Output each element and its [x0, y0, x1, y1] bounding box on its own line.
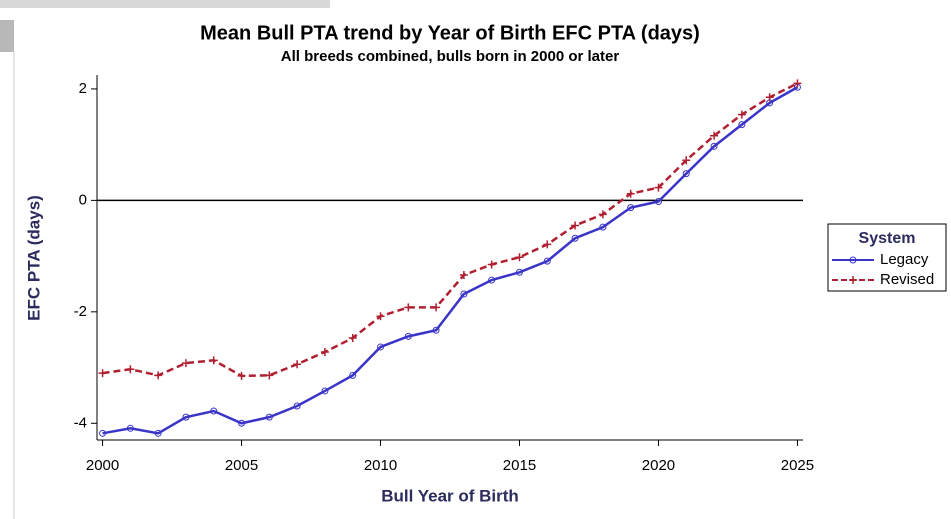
marker [598, 210, 607, 219]
marker [654, 183, 663, 192]
marker [126, 365, 135, 374]
marker [765, 93, 774, 102]
legend-label: Legacy [880, 251, 929, 268]
marker [320, 347, 329, 356]
marker [154, 371, 163, 380]
x-tick-label: 2020 [642, 457, 675, 474]
x-tick-label: 2000 [86, 457, 119, 474]
marker [404, 332, 412, 340]
marker [98, 369, 107, 378]
marker [599, 223, 607, 231]
marker [376, 312, 385, 321]
marker [793, 79, 802, 88]
marker [293, 360, 302, 369]
y-axis-label: EFC PTA (days) [24, 195, 43, 321]
window-edge [0, 0, 330, 8]
marker [543, 240, 552, 249]
marker [459, 271, 468, 280]
x-tick-label: 2025 [781, 457, 814, 474]
x-axis-label: Bull Year of Birth [381, 486, 519, 505]
legend-marker [849, 276, 857, 284]
marker [210, 407, 218, 415]
x-tick-label: 2010 [364, 457, 397, 474]
marker [99, 429, 107, 437]
marker [488, 276, 496, 284]
marker [710, 131, 719, 140]
marker [321, 387, 329, 395]
marker [737, 110, 746, 119]
x-tick-label: 2015 [503, 457, 536, 474]
marker [349, 371, 357, 379]
chart-title: Mean Bull PTA trend by Year of Birth EFC… [200, 22, 700, 44]
legend-box [827, 223, 947, 292]
y-tick-label: -2 [74, 303, 87, 320]
marker [265, 413, 273, 421]
marker [209, 356, 218, 365]
marker [738, 121, 746, 129]
marker [627, 204, 635, 212]
marker [293, 402, 301, 410]
marker [543, 257, 551, 265]
marker [682, 156, 691, 165]
marker [154, 429, 162, 437]
marker [432, 326, 440, 334]
marker [238, 419, 246, 427]
marker [515, 253, 524, 262]
marker [348, 334, 357, 343]
marker [237, 371, 246, 380]
chart-subtitle: All breeds combined, bulls born in 2000 … [281, 48, 620, 65]
x-tick-label: 2005 [225, 457, 258, 474]
series-line [102, 82, 799, 378]
marker [181, 359, 190, 368]
marker [432, 303, 441, 312]
marker [182, 413, 190, 421]
marker [265, 371, 274, 380]
marker [654, 197, 662, 205]
marker [710, 142, 718, 150]
marker [682, 170, 690, 178]
marker [626, 189, 635, 198]
y-tick-label: -4 [74, 414, 87, 431]
y-tick-label: 0 [79, 191, 87, 208]
marker [515, 268, 523, 276]
legend-title: System [859, 230, 916, 247]
marker [126, 424, 134, 432]
marker [377, 343, 385, 351]
legend-label: Revised [880, 271, 934, 288]
legend-marker [849, 256, 857, 264]
marker [487, 260, 496, 269]
y-tick-label: 2 [79, 80, 87, 97]
window-edge [0, 20, 14, 52]
marker [571, 234, 579, 242]
series-line [102, 86, 799, 435]
marker [404, 303, 413, 312]
marker [571, 221, 580, 230]
marker [460, 290, 468, 298]
